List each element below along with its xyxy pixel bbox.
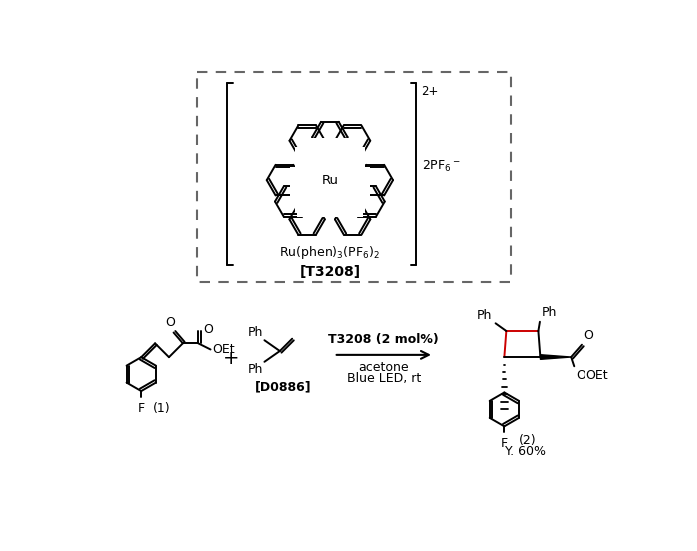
Text: O: O — [583, 328, 593, 342]
Text: T3208 (2 mol%): T3208 (2 mol%) — [328, 333, 439, 345]
Text: [T3208]: [T3208] — [299, 264, 360, 279]
Text: +: + — [223, 349, 240, 368]
Text: Ph: Ph — [477, 309, 493, 322]
Text: 2+: 2+ — [422, 85, 439, 98]
Text: N: N — [318, 150, 327, 163]
Text: Blue LED, rt: Blue LED, rt — [346, 372, 421, 385]
Text: N: N — [342, 192, 351, 205]
Text: (2): (2) — [519, 434, 536, 447]
Polygon shape — [540, 355, 572, 359]
Text: (1): (1) — [153, 402, 170, 415]
Text: 2PF$_6$$^-$: 2PF$_6$$^-$ — [422, 159, 461, 174]
Text: N: N — [350, 179, 358, 192]
Text: O: O — [166, 316, 176, 329]
Text: N: N — [333, 150, 342, 163]
Text: acetone: acetone — [358, 361, 409, 374]
Text: OEt: OEt — [585, 369, 608, 382]
Text: N: N — [301, 179, 310, 192]
Text: OEt: OEt — [212, 343, 235, 356]
Text: O: O — [203, 323, 213, 336]
Text: Y. 60%: Y. 60% — [505, 445, 546, 458]
Text: N: N — [309, 192, 318, 205]
Text: Ph: Ph — [247, 363, 263, 376]
Text: F: F — [501, 437, 508, 450]
Text: O: O — [576, 369, 585, 382]
Text: [D0886]: [D0886] — [255, 380, 312, 393]
Text: Ru(phen)$_3$(PF$_6$)$_2$: Ru(phen)$_3$(PF$_6$)$_2$ — [279, 244, 381, 261]
Text: Ph: Ph — [542, 306, 557, 318]
Bar — [197, 72, 511, 282]
Text: F: F — [138, 402, 145, 415]
Text: Ph: Ph — [247, 326, 263, 339]
Text: Ru: Ru — [321, 174, 338, 187]
